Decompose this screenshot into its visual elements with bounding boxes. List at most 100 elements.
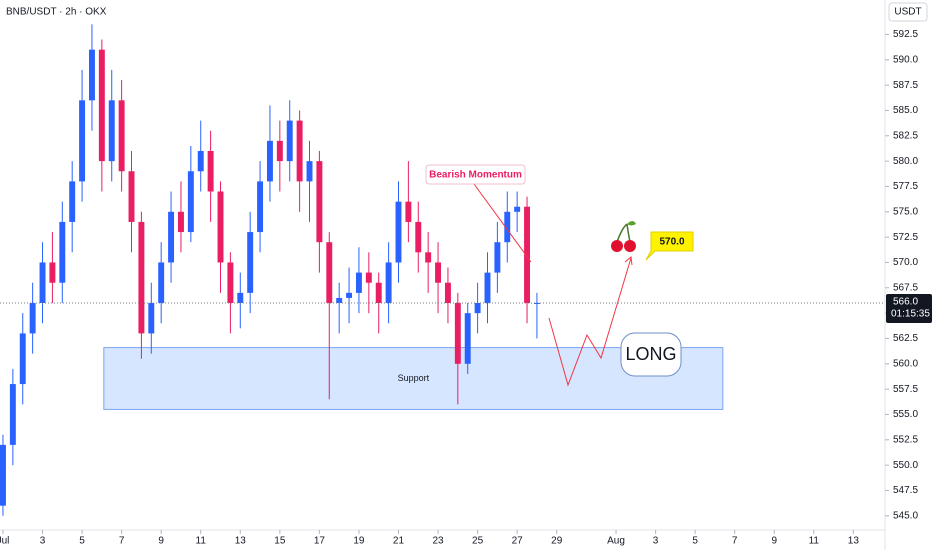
target-label: 570.0 <box>659 237 684 248</box>
support-zone <box>103 347 724 410</box>
x-tick-label: Aug <box>607 536 625 547</box>
candle-body <box>296 120 303 182</box>
candle-body <box>247 232 254 293</box>
x-tick-label: 13 <box>235 536 247 547</box>
candle-body <box>524 206 531 304</box>
y-tick-label: 582.5 <box>893 130 918 141</box>
x-tick-label: 25 <box>472 536 484 547</box>
candle-body <box>207 150 214 192</box>
candle-body <box>365 272 372 283</box>
candle-body <box>257 181 264 233</box>
candle-body <box>197 150 204 172</box>
candle-body <box>494 242 501 273</box>
candle-body <box>0 444 6 506</box>
x-tick-label: 17 <box>314 536 326 547</box>
plot-area: Support <box>0 24 724 516</box>
y-tick-label: 570.0 <box>893 257 918 268</box>
projection-arrow <box>624 256 633 266</box>
candle-body <box>336 297 343 304</box>
x-tick-label: 21 <box>393 536 405 547</box>
currency: USDT <box>894 7 921 18</box>
candle-body <box>375 282 382 304</box>
y-tick-label: 590.0 <box>893 54 918 65</box>
x-tick-label: 15 <box>274 536 286 547</box>
x-tick-label: 23 <box>432 536 444 547</box>
candle-body <box>19 333 26 385</box>
candle-body <box>415 221 422 253</box>
candle-body <box>444 282 451 304</box>
candle-body <box>39 262 46 304</box>
candle-body <box>118 100 125 172</box>
long-bubble <box>620 332 682 377</box>
y-tick-label: 560.0 <box>893 358 918 369</box>
y-tick-label: 547.5 <box>893 485 918 496</box>
x-tick-label: 11 <box>196 536 207 547</box>
candle-body <box>435 262 442 283</box>
candle-body <box>286 120 293 162</box>
candle-body <box>187 171 194 233</box>
x-tick-label: 29 <box>551 536 563 547</box>
currency-box[interactable] <box>888 2 928 22</box>
x-tick-label: 9 <box>158 536 164 547</box>
y-tick-label: 552.5 <box>893 434 918 445</box>
candle-body <box>148 303 155 334</box>
candle-body <box>79 100 86 182</box>
x-tick-label: 11 <box>809 536 820 547</box>
candle-body <box>9 384 16 445</box>
countdown: 01:15:35 <box>891 309 930 320</box>
bearish-label: Bearish Momentum <box>429 170 522 181</box>
candle-body <box>108 100 115 162</box>
candle-body <box>355 272 362 293</box>
x-tick-label: 3 <box>40 536 46 547</box>
candle-body <box>49 262 56 283</box>
candle-body <box>69 181 76 222</box>
candle-body <box>514 206 521 212</box>
chart-title: BNB/USDT · 2h · OKX <box>6 7 107 18</box>
y-tick-label: 557.5 <box>893 384 918 395</box>
y-tick-label: 545.0 <box>893 510 918 521</box>
support-label: Support <box>398 373 430 383</box>
x-tick-label: Jul <box>0 536 9 547</box>
candle-body <box>306 161 313 182</box>
y-tick-label: 585.0 <box>893 105 918 116</box>
target-box <box>645 231 694 261</box>
candle-body <box>276 140 283 162</box>
candle-body <box>425 252 432 263</box>
candle-body <box>454 303 461 364</box>
x-tick-label: 7 <box>119 536 125 547</box>
last-price-label: 566.0 <box>893 297 918 308</box>
y-tick-label: 577.5 <box>893 181 918 192</box>
candle-body <box>395 201 402 263</box>
x-tick-label: 5 <box>79 536 85 547</box>
x-tick-label: 5 <box>692 536 698 547</box>
x-tick-label: 27 <box>512 536 524 547</box>
candle-body <box>128 171 135 222</box>
x-tick-label: 9 <box>771 536 777 547</box>
candle-body <box>88 49 95 101</box>
candle-body <box>29 303 36 334</box>
candle-body <box>474 303 481 314</box>
candle-body <box>346 292 353 298</box>
bearish-pointer <box>473 183 532 263</box>
y-tick-label: 592.5 <box>893 29 918 40</box>
y-tick-label: 587.5 <box>893 80 918 91</box>
bearish-label-box <box>425 164 526 185</box>
candle-body <box>326 242 333 304</box>
long-label: LONG <box>625 344 676 364</box>
candle-body <box>177 211 184 233</box>
y-tick-label: 572.5 <box>893 232 918 243</box>
y-tick-label: 550.0 <box>893 460 918 471</box>
candle-body <box>158 262 165 304</box>
candle-body <box>98 49 105 162</box>
candle-body <box>266 140 273 182</box>
y-tick-label: 555.0 <box>893 409 918 420</box>
candle-body <box>227 262 234 304</box>
y-tick-label: 567.5 <box>893 282 918 293</box>
x-tick-label: 3 <box>653 536 659 547</box>
last-price-box <box>886 294 932 324</box>
candle-body <box>316 161 323 243</box>
x-tick-label: 19 <box>353 536 365 547</box>
candle-body <box>484 272 491 304</box>
